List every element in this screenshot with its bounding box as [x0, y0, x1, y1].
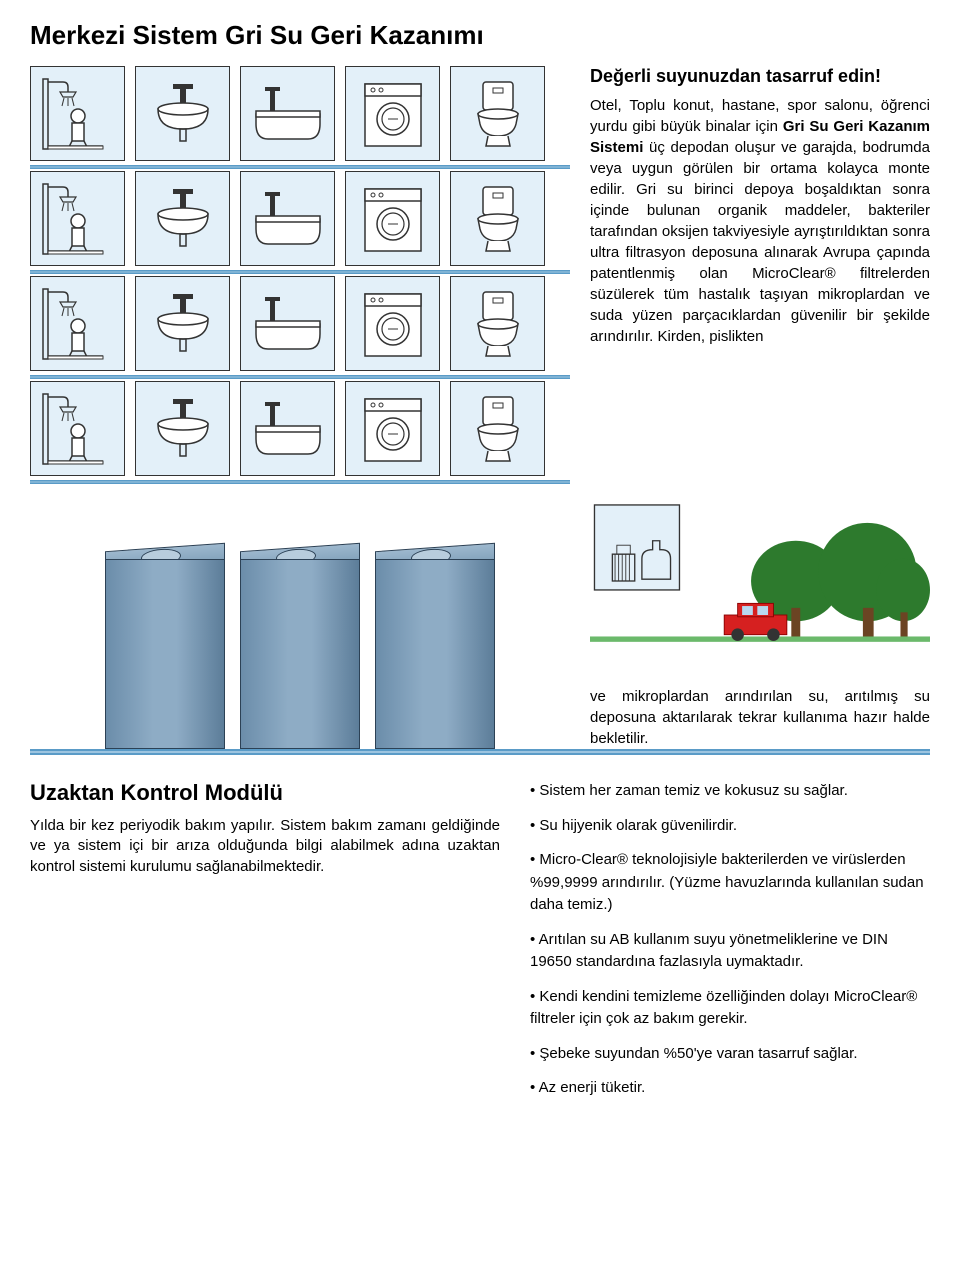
sink-fixture-icon	[135, 171, 230, 266]
pipe-horizontal	[30, 375, 570, 379]
top-section: Değerli suyunuzdan tasarruf edin! Otel, …	[30, 66, 930, 476]
benefit-item: • Micro-Clear® teknolojisiyle bakteriler…	[530, 849, 930, 917]
sink-fixture-icon	[135, 66, 230, 161]
pipe-connection	[30, 749, 930, 755]
toilet-fixture-icon	[450, 66, 545, 161]
shower-fixture-icon	[30, 171, 125, 266]
pipe-horizontal	[30, 165, 570, 169]
fixtures-diagram	[30, 66, 570, 476]
washer-fixture-icon	[345, 66, 440, 161]
pipe-horizontal	[30, 480, 570, 484]
module-title: Uzaktan Kontrol Modülü	[30, 780, 500, 806]
shower-fixture-icon	[30, 381, 125, 476]
washer-fixture-icon	[345, 171, 440, 266]
tanks-diagram	[30, 491, 570, 749]
bathtub-fixture-icon	[240, 276, 335, 371]
fixture-row	[30, 171, 570, 266]
fixture-row	[30, 381, 570, 476]
benefit-item: • Sistem her zaman temiz ve kokusuz su s…	[530, 780, 930, 803]
page-title: Merkezi Sistem Gri Su Geri Kazanımı	[30, 20, 930, 51]
module-paragraph: Yılda bir kez periyodik bakım yapılır. S…	[30, 816, 500, 877]
benefit-item: • Arıtılan su AB kullanım suyu yönetmeli…	[530, 929, 930, 974]
tank-1	[105, 559, 225, 749]
bathtub-fixture-icon	[240, 66, 335, 161]
benefit-item: • Su hijyenik olarak güvenilirdir.	[530, 815, 930, 838]
shower-fixture-icon	[30, 66, 125, 161]
scene-illustration	[590, 491, 930, 671]
module-column: Uzaktan Kontrol Modülü Yılda bir kez per…	[30, 780, 500, 1112]
benefits-column: • Sistem her zaman temiz ve kokusuz su s…	[530, 780, 930, 1112]
washer-fixture-icon	[345, 276, 440, 371]
paragraph-2: ve mikroplardan arındırılan su, arıtılmı…	[590, 686, 930, 749]
toilet-fixture-icon	[450, 276, 545, 371]
benefit-item: • Kendi kendini temizleme özelliğinden d…	[530, 986, 930, 1031]
fixture-row	[30, 276, 570, 371]
pipe-horizontal	[30, 270, 570, 274]
toilet-fixture-icon	[450, 381, 545, 476]
toilet-fixture-icon	[450, 171, 545, 266]
usage-scene: ve mikroplardan arındırılan su, arıtılmı…	[590, 491, 930, 749]
intro-text: Değerli suyunuzdan tasarruf edin! Otel, …	[590, 66, 930, 476]
sink-fixture-icon	[135, 276, 230, 371]
subtitle-heading: Değerli suyunuzdan tasarruf edin!	[590, 66, 930, 87]
benefit-item: • Şebeke suyundan %50'ye varan tasarruf …	[530, 1043, 930, 1066]
benefit-item: • Az enerji tüketir.	[530, 1077, 930, 1100]
bottom-section: Uzaktan Kontrol Modülü Yılda bir kez per…	[30, 780, 930, 1112]
fixture-row	[30, 66, 570, 161]
middle-section: ve mikroplardan arındırılan su, arıtılmı…	[30, 491, 930, 749]
shower-fixture-icon	[30, 276, 125, 371]
bathtub-fixture-icon	[240, 381, 335, 476]
bathtub-fixture-icon	[240, 171, 335, 266]
tank-3	[375, 559, 495, 749]
paragraph-1: Otel, Toplu konut, hastane, spor salonu,…	[590, 95, 930, 347]
tank-2	[240, 559, 360, 749]
washer-fixture-icon	[345, 381, 440, 476]
para1-post: üç depodan oluşur ve garajda, bodrumda v…	[590, 139, 930, 345]
sink-fixture-icon	[135, 381, 230, 476]
